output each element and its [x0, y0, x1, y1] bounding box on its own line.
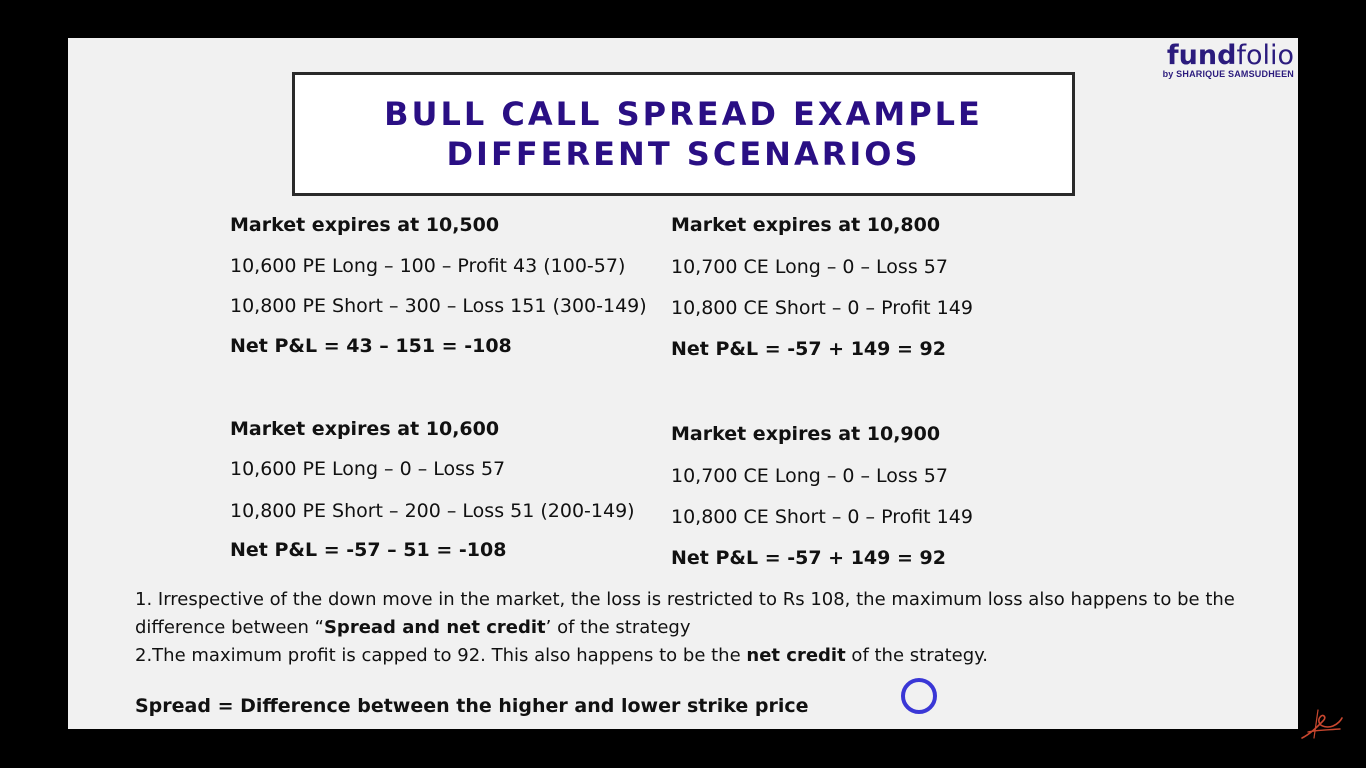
- scenario-leg-long: 10,700 CE Long – 0 – Loss 57: [671, 256, 948, 278]
- signature-icon: [1301, 709, 1343, 739]
- scenario-heading: Market expires at 10,800: [671, 214, 941, 236]
- note-2-tail: of the strategy.: [845, 645, 988, 666]
- scenario-leg-long: 10,600 PE Long – 100 – Profit 43 (100-57…: [230, 255, 626, 277]
- note-2: 2.The maximum profit is capped to 92. Th…: [135, 642, 1265, 670]
- fundfolio-logo: fundfolio by SHARIQUE SAMSUDHEEN: [1104, 40, 1294, 79]
- scenario-net-pnl: Net P&L = -57 + 149 = 92: [671, 338, 946, 360]
- scenario-10600: Market expires at 10,600 10,600 PE Long …: [230, 418, 660, 578]
- logo-byline: by SHARIQUE SAMSUDHEEN: [1162, 69, 1294, 79]
- note-1: 1. Irrespective of the down move in the …: [135, 586, 1265, 642]
- title-line-1: BULL CALL SPREAD EXAMPLE: [384, 95, 983, 133]
- scenario-leg-short: 10,800 CE Short – 0 – Profit 149: [671, 506, 973, 528]
- note-2-text: 2.The maximum profit is capped to 92. Th…: [135, 645, 747, 666]
- scenario-leg-long: 10,600 PE Long – 0 – Loss 57: [230, 458, 506, 480]
- scenario-heading: Market expires at 10,600: [230, 418, 500, 440]
- note-1-text: 1. Irrespective of the down move in the …: [135, 589, 1235, 638]
- scenario-leg-short: 10,800 PE Short – 200 – Loss 51 (200-149…: [230, 500, 635, 522]
- title-line-2: DIFFERENT SCENARIOS: [446, 135, 921, 173]
- scenario-net-pnl: Net P&L = 43 – 151 = -108: [230, 335, 512, 357]
- notes: 1. Irrespective of the down move in the …: [135, 586, 1265, 670]
- scenario-leg-short: 10,800 CE Short – 0 – Profit 149: [671, 297, 973, 319]
- title-box: BULL CALL SPREAD EXAMPLE DIFFERENT SCENA…: [292, 72, 1075, 196]
- spread-definition: Spread = Difference between the higher a…: [135, 695, 809, 717]
- logo-wordmark-light: folio: [1236, 40, 1294, 71]
- scenario-10800: Market expires at 10,800 10,700 CE Long …: [671, 214, 1071, 374]
- note-1-tail: ’ of the strategy: [545, 617, 691, 638]
- slide: fundfolio by SHARIQUE SAMSUDHEEN BULL CA…: [68, 38, 1298, 729]
- scenario-10900: Market expires at 10,900 10,700 CE Long …: [671, 423, 1071, 583]
- note-2-emphasis: net credit: [746, 645, 846, 666]
- scenario-net-pnl: Net P&L = -57 + 149 = 92: [671, 547, 946, 569]
- scenario-heading: Market expires at 10,500: [230, 214, 500, 236]
- scenario-net-pnl: Net P&L = -57 – 51 = -108: [230, 539, 507, 561]
- cursor-highlight-circle: [901, 678, 937, 714]
- logo-wordmark-bold: fund: [1166, 40, 1237, 71]
- scenario-10500: Market expires at 10,500 10,600 PE Long …: [230, 214, 660, 374]
- scenario-heading: Market expires at 10,900: [671, 423, 941, 445]
- note-1-emphasis: Spread and net credit: [323, 617, 546, 638]
- scenario-leg-short: 10,800 PE Short – 300 – Loss 151 (300-14…: [230, 295, 647, 317]
- logo-wordmark: fundfolio: [1104, 40, 1294, 72]
- scenario-leg-long: 10,700 CE Long – 0 – Loss 57: [671, 465, 948, 487]
